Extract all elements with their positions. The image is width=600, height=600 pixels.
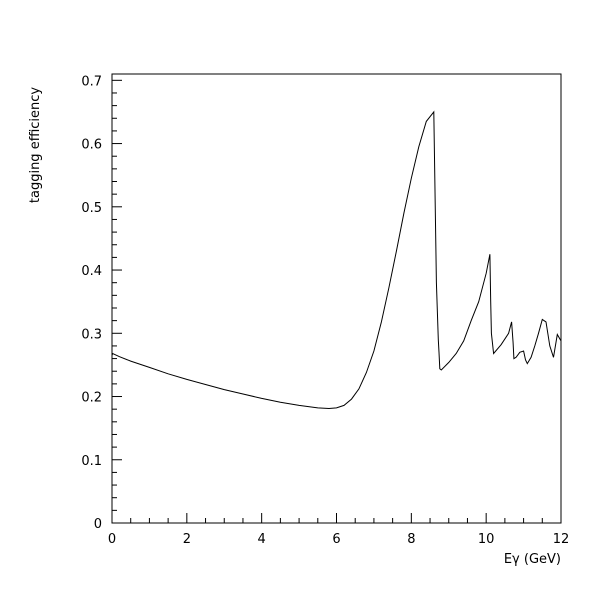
y-tick-label: 0.3 (81, 327, 102, 342)
x-tick-label: 4 (258, 532, 266, 547)
y-axis-label: tagging efficiency (28, 87, 43, 204)
x-tick-label: 0 (108, 532, 116, 547)
x-tick-label: 10 (478, 532, 495, 547)
plot-frame (111, 73, 562, 524)
x-tick-labels: 0 2 4 6 8 10 12 (108, 532, 569, 547)
axis-ticks (111, 79, 562, 524)
y-tick-label: 0.1 (81, 454, 102, 469)
efficiency-line (111, 110, 562, 410)
y-tick-label: 0.4 (81, 264, 102, 279)
x-tick-label: 12 (553, 532, 570, 547)
y-tick-label: 0 (94, 517, 102, 532)
x-axis-label: Eγ (GeV) (504, 552, 561, 567)
x-tick-label: 6 (332, 532, 340, 547)
y-tick-labels: 0 0.1 0.2 0.3 0.4 0.5 0.6 0.7 (81, 74, 102, 532)
y-tick-label: 0.6 (81, 138, 102, 153)
x-tick-label: 2 (183, 532, 191, 547)
y-tick-label: 0.5 (81, 201, 102, 216)
x-tick-label: 8 (407, 532, 415, 547)
y-tick-label: 0.7 (81, 74, 102, 89)
y-tick-label: 0.2 (81, 391, 102, 406)
